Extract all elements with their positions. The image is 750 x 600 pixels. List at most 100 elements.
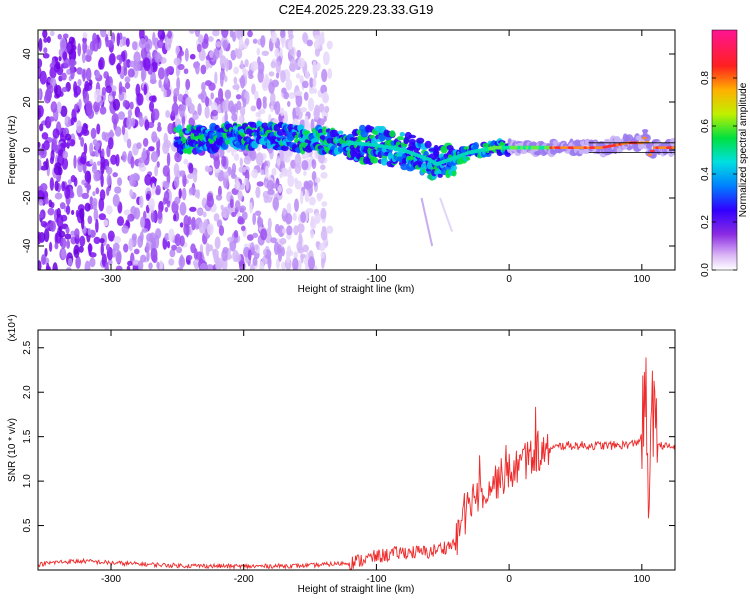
noise-cell bbox=[246, 234, 254, 241]
ridge-cell bbox=[186, 124, 193, 132]
x-tick-label: -200 bbox=[234, 274, 254, 285]
colorbar-ticks: 0.0 0.2 0.4 0.6 0.8 bbox=[700, 71, 737, 277]
noise-cell bbox=[277, 225, 285, 238]
noise-cell bbox=[156, 125, 162, 132]
colorbar-tick-label: 0.0 bbox=[700, 263, 711, 277]
noise-cell bbox=[314, 104, 320, 117]
streak-line bbox=[420, 197, 434, 247]
colorbar-tick-label: 0.8 bbox=[700, 71, 711, 85]
noise-cell bbox=[111, 113, 119, 125]
noise-cell bbox=[100, 30, 107, 38]
ridge-cell bbox=[379, 133, 386, 142]
noise-cell bbox=[241, 211, 248, 221]
ridge-cell bbox=[396, 136, 404, 141]
snr-background bbox=[38, 330, 675, 570]
noise-cell bbox=[166, 152, 171, 167]
noise-cell bbox=[103, 71, 109, 79]
noise-cell bbox=[115, 153, 120, 167]
spectrogram-marks bbox=[38, 30, 675, 270]
noise-cell bbox=[126, 265, 131, 270]
noise-cell bbox=[250, 105, 257, 112]
noise-cell bbox=[215, 41, 222, 48]
noise-cell bbox=[223, 171, 230, 179]
x-tick-label: 100 bbox=[633, 274, 650, 285]
noise-cell bbox=[38, 141, 41, 149]
ridge-cell bbox=[408, 134, 417, 139]
noise-cell bbox=[251, 168, 259, 179]
y-tick-label: 40 bbox=[22, 48, 33, 60]
noise-cell bbox=[222, 39, 229, 49]
noise-cell bbox=[244, 38, 250, 46]
noise-cell bbox=[280, 70, 286, 83]
ridge-cell bbox=[465, 156, 471, 161]
noise-cell bbox=[224, 75, 228, 83]
ridge-cell bbox=[484, 152, 492, 158]
noise-cell bbox=[95, 187, 100, 195]
noise-cell bbox=[123, 243, 129, 253]
noise-cell bbox=[161, 31, 166, 40]
noise-cell bbox=[319, 37, 325, 44]
noise-cell bbox=[207, 36, 214, 42]
noise-cell bbox=[61, 87, 68, 93]
noise-cell bbox=[317, 152, 326, 164]
noise-cell bbox=[81, 51, 86, 64]
noise-cell bbox=[294, 180, 303, 190]
noise-cell bbox=[171, 110, 175, 117]
noise-cell bbox=[194, 60, 200, 75]
x-tick-label: 0 bbox=[506, 574, 512, 585]
noise-cell bbox=[113, 236, 122, 244]
ridge-cell bbox=[287, 123, 295, 131]
noise-cell bbox=[107, 230, 115, 242]
noise-cell bbox=[255, 186, 261, 199]
ridge-cell bbox=[520, 149, 528, 155]
noise-cell bbox=[66, 267, 72, 270]
noise-cell bbox=[173, 163, 180, 178]
noise-cell bbox=[94, 88, 102, 103]
noise-cell bbox=[123, 209, 132, 216]
snr-y-multiplier: (x10⁴) bbox=[7, 314, 18, 341]
noise-cell bbox=[321, 68, 328, 83]
noise-cell bbox=[239, 105, 246, 117]
noise-cell bbox=[217, 185, 222, 197]
noise-cell bbox=[101, 86, 107, 96]
noise-cell bbox=[113, 242, 120, 252]
noise-cell bbox=[124, 82, 131, 90]
noise-cell bbox=[132, 259, 140, 266]
x-tick-label: -100 bbox=[366, 574, 386, 585]
y-tick-label: -20 bbox=[22, 190, 33, 205]
noise-cell bbox=[41, 132, 49, 140]
noise-cell bbox=[271, 167, 277, 176]
snr-y-label: SNR (10 * v/v) bbox=[7, 418, 18, 482]
noise-cell bbox=[274, 100, 281, 115]
noise-cell bbox=[235, 179, 240, 190]
noise-cell bbox=[93, 208, 99, 222]
noise-cell bbox=[221, 30, 229, 38]
noise-cell bbox=[52, 128, 60, 139]
noise-cell bbox=[303, 182, 311, 190]
noise-cell bbox=[54, 242, 59, 250]
noise-cell bbox=[214, 71, 218, 85]
noise-cell bbox=[60, 214, 68, 222]
noise-cell bbox=[275, 72, 280, 79]
noise-cell bbox=[115, 265, 123, 270]
noise-cell bbox=[57, 33, 62, 40]
noise-cell bbox=[46, 265, 51, 270]
x-tick-label: -300 bbox=[101, 574, 121, 585]
noise-cell bbox=[284, 169, 293, 177]
noise-cell bbox=[205, 96, 210, 107]
noise-cell bbox=[224, 89, 232, 100]
noise-cell bbox=[254, 90, 259, 101]
noise-cell bbox=[198, 221, 205, 234]
noise-cell bbox=[249, 264, 255, 270]
noise-cell bbox=[81, 192, 90, 200]
noise-cell bbox=[184, 48, 189, 62]
noise-cell bbox=[192, 169, 198, 183]
noise-cell bbox=[68, 36, 75, 45]
noise-cell bbox=[205, 242, 210, 257]
y-tick-label: -40 bbox=[22, 238, 33, 253]
noise-cell bbox=[247, 69, 253, 77]
noise-cell bbox=[240, 59, 244, 70]
noise-cell bbox=[48, 241, 53, 252]
noise-cell bbox=[158, 79, 162, 89]
noise-cell bbox=[179, 170, 186, 177]
